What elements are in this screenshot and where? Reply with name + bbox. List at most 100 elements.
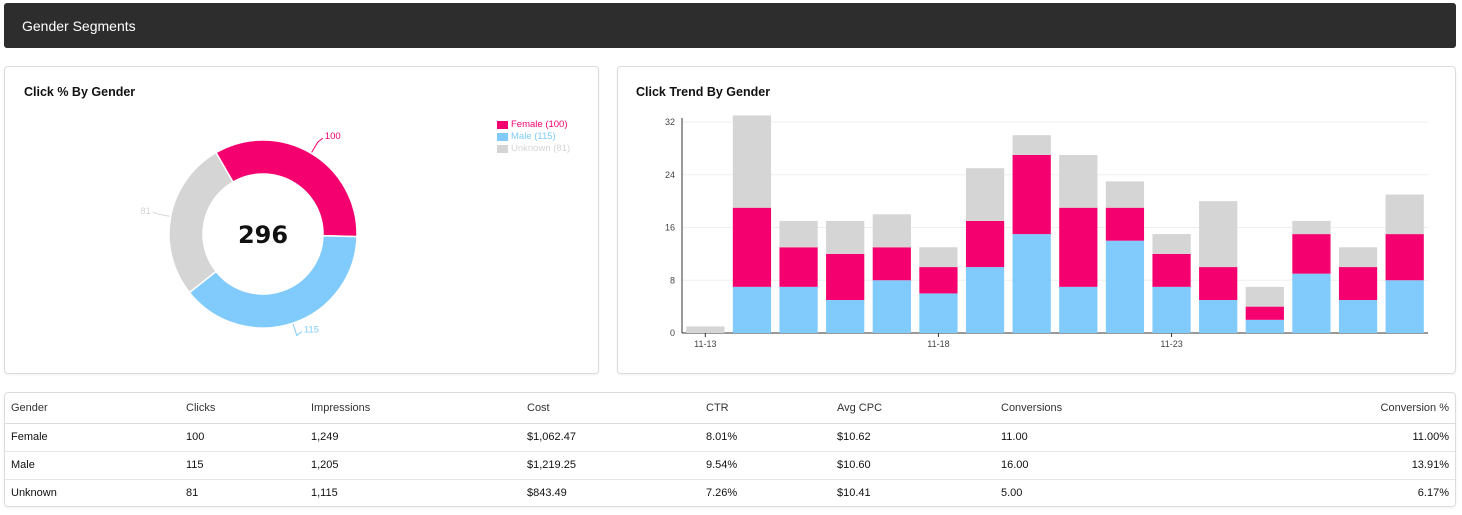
bar-male-11-18[interactable] <box>919 293 958 333</box>
bar-female-11-14[interactable] <box>732 207 772 287</box>
bar-female-11-20[interactable] <box>1012 154 1051 235</box>
bar-female-11-19[interactable] <box>965 220 1005 268</box>
donut-chart-title: Click % By Gender <box>24 85 136 99</box>
col-header-avg-cpc[interactable]: Avg CPC <box>831 393 995 424</box>
cell-conversions: 5.00 <box>1001 487 1023 500</box>
bar-male-11-17[interactable] <box>872 280 911 333</box>
table-row: Male 115 1,205 $1,219.25 9.54% $10.60 16… <box>5 451 1455 480</box>
cell-clicks: 115 <box>180 451 305 480</box>
cell-cost: $1,219.25 <box>521 451 700 480</box>
bar-male-11-15[interactable] <box>779 286 818 333</box>
bar-female-11-15[interactable] <box>779 247 818 287</box>
col-header-impressions[interactable]: Impressions <box>305 393 521 424</box>
bar-male-11-23[interactable] <box>1152 286 1191 333</box>
bar-male-11-16[interactable] <box>826 300 865 333</box>
page-header: Gender Segments <box>4 3 1456 48</box>
donut-total: 296 <box>238 221 288 249</box>
col-header-conversion-pct[interactable]: Conversion % <box>1214 393 1455 424</box>
cell-avg-cpc: $10.60 <box>831 451 995 480</box>
col-header-clicks[interactable]: Clicks <box>180 393 305 424</box>
bar-male-11-19[interactable] <box>965 267 1005 333</box>
cell-impressions: 1,249 <box>305 423 521 452</box>
cell-clicks: 100 <box>180 423 305 452</box>
bar-female-11-25[interactable] <box>1245 306 1284 320</box>
bar-unknown-11-28[interactable] <box>1385 194 1424 235</box>
bar-unknown-11-26[interactable] <box>1292 220 1331 235</box>
bar-male-11-14[interactable] <box>732 286 772 333</box>
x-tick-label: 11-18 <box>927 339 949 349</box>
bar-unknown-11-25[interactable] <box>1245 286 1284 307</box>
bar-male-11-21[interactable] <box>1059 286 1098 333</box>
legend-label: Male (115) <box>511 131 556 142</box>
bar-male-11-26[interactable] <box>1292 273 1331 333</box>
donut-slice-unknown[interactable] <box>168 151 235 294</box>
bar-unknown-11-17[interactable] <box>872 214 911 248</box>
legend-item-female[interactable]: Female (100) <box>497 119 570 131</box>
x-tick-label: 11-13 <box>694 339 716 349</box>
legend-swatch <box>497 133 508 141</box>
table-row: Female 100 1,249 $1,062.47 8.01% $10.62 … <box>5 423 1455 452</box>
bar-unknown-11-15[interactable] <box>779 220 818 248</box>
cell-avg-cpc: $10.62 <box>831 423 995 452</box>
bar-unknown-11-16[interactable] <box>826 220 865 254</box>
legend-label: Female (100) <box>511 119 568 130</box>
cell-cost: $843.49 <box>527 487 567 500</box>
y-tick-label: 8 <box>670 275 675 285</box>
donut-slice-female[interactable] <box>214 139 358 238</box>
col-header-conversions[interactable]: Conversions <box>995 393 1214 424</box>
col-header-ctr[interactable]: CTR <box>700 393 831 424</box>
bar-female-11-24[interactable] <box>1199 267 1238 301</box>
bar-unknown-11-23[interactable] <box>1152 234 1191 254</box>
click-trend-card: Click Trend By Gender 0 8 16 24 32 11-13 11-18… <box>617 66 1456 374</box>
bar-unknown-11-20[interactable] <box>1012 135 1051 155</box>
bar-unknown-11-24[interactable] <box>1199 201 1238 268</box>
bar-male-11-27[interactable] <box>1338 300 1378 333</box>
table-header-row: Gender Clicks Impressions Cost CTR Avg C… <box>5 393 1455 424</box>
donut-slice-label: 100 <box>325 131 341 142</box>
bar-unknown-11-14[interactable] <box>732 115 772 208</box>
bar-female-11-21[interactable] <box>1059 207 1098 287</box>
click-percent-card: Click % By Gender 100 115 81 296 Female (10… <box>4 66 599 374</box>
bar-female-11-27[interactable] <box>1338 267 1378 301</box>
y-tick-label: 0 <box>670 328 675 338</box>
bar-male-11-22[interactable] <box>1105 240 1145 333</box>
bar-male-11-20[interactable] <box>1012 234 1051 333</box>
bar-male-11-28[interactable] <box>1385 280 1424 333</box>
bar-unknown-11-22[interactable] <box>1105 181 1145 208</box>
bar-male-11-25[interactable] <box>1245 319 1284 333</box>
cell-conversions: 11.00 <box>995 423 1214 452</box>
bar-female-11-22[interactable] <box>1105 207 1145 241</box>
donut-leader-line <box>292 323 303 337</box>
cell-impressions: 1,115 <box>311 487 338 500</box>
donut-legend: Female (100) Male (115) Unknown (81) <box>497 119 570 155</box>
y-tick-label: 16 <box>665 223 675 233</box>
cell-ctr: 8.01% <box>700 423 831 452</box>
cell-ctr: 9.54% <box>700 451 831 480</box>
bar-male-11-24[interactable] <box>1199 300 1238 333</box>
bar-unknown-11-27[interactable] <box>1338 247 1378 268</box>
col-header-gender[interactable]: Gender <box>5 393 180 424</box>
legend-label: Unknown (81) <box>511 143 571 154</box>
gender-table: Gender Clicks Impressions Cost CTR Avg C… <box>5 393 1455 507</box>
bar-female-11-28[interactable] <box>1385 234 1424 281</box>
donut-slice-male[interactable] <box>188 234 358 329</box>
bar-female-11-26[interactable] <box>1292 234 1331 274</box>
bar-female-11-16[interactable] <box>826 253 865 301</box>
cell-conversions: 16.00 <box>995 451 1214 480</box>
legend-item-unknown[interactable]: Unknown (81) <box>497 143 570 155</box>
cell-cost: $1,062.47 <box>521 423 700 452</box>
bar-unknown-11-19[interactable] <box>965 168 1005 221</box>
bar-unknown-11-18[interactable] <box>919 247 958 268</box>
bar-female-11-18[interactable] <box>919 267 958 294</box>
cell-clicks: 81 <box>186 487 199 500</box>
bar-female-11-23[interactable] <box>1152 253 1191 287</box>
legend-swatch <box>497 145 508 153</box>
cell-gender: Female <box>5 423 180 452</box>
legend-item-male[interactable]: Male (115) <box>497 131 570 143</box>
bar-unknown-11-13[interactable] <box>686 326 725 333</box>
cell-avg-cpc: $10.41 <box>837 487 871 500</box>
col-header-cost[interactable]: Cost <box>521 393 700 424</box>
bar-female-11-17[interactable] <box>872 247 911 281</box>
bar-unknown-11-21[interactable] <box>1059 154 1098 208</box>
trend-chart-title: Click Trend By Gender <box>636 85 771 99</box>
